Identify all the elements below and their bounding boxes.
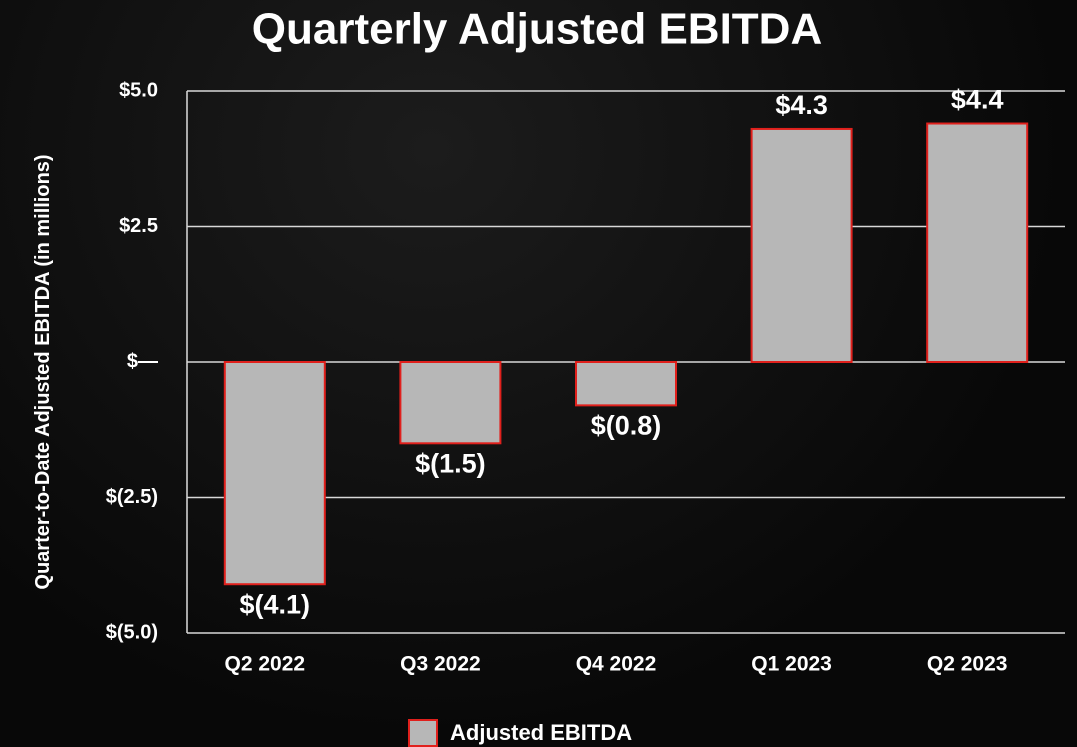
y-tick-label: $2.5 bbox=[119, 215, 158, 237]
y-tick-label: $(5.0) bbox=[106, 621, 158, 643]
x-tick-label: Q2 2023 bbox=[927, 653, 1008, 676]
data-label: $(4.1) bbox=[240, 589, 311, 619]
y-tick-label: $— bbox=[127, 350, 158, 372]
data-label: $4.4 bbox=[951, 85, 1004, 115]
legend-label: Adjusted EBITDA bbox=[450, 720, 632, 745]
y-tick-label: $(2.5) bbox=[106, 486, 158, 508]
x-tick-label: Q3 2022 bbox=[400, 653, 481, 676]
data-label: $(1.5) bbox=[415, 448, 486, 478]
bar bbox=[926, 122, 1029, 363]
bar bbox=[750, 127, 853, 363]
x-tick-label: Q1 2023 bbox=[751, 653, 832, 676]
bar bbox=[399, 361, 502, 445]
chart-title: Quarterly Adjusted EBITDA bbox=[252, 5, 822, 54]
data-label: $4.3 bbox=[775, 90, 828, 120]
x-tick-label: Q4 2022 bbox=[576, 653, 657, 676]
legend-swatch bbox=[408, 719, 438, 747]
y-axis-label: Quarter-to-Date Adjusted EBITDA (in mill… bbox=[32, 154, 54, 590]
bar bbox=[575, 361, 677, 407]
y-tick-label: $5.0 bbox=[119, 79, 158, 101]
x-tick-label: Q2 2022 bbox=[225, 653, 306, 676]
bar bbox=[223, 361, 326, 586]
data-label: $(0.8) bbox=[591, 410, 662, 440]
